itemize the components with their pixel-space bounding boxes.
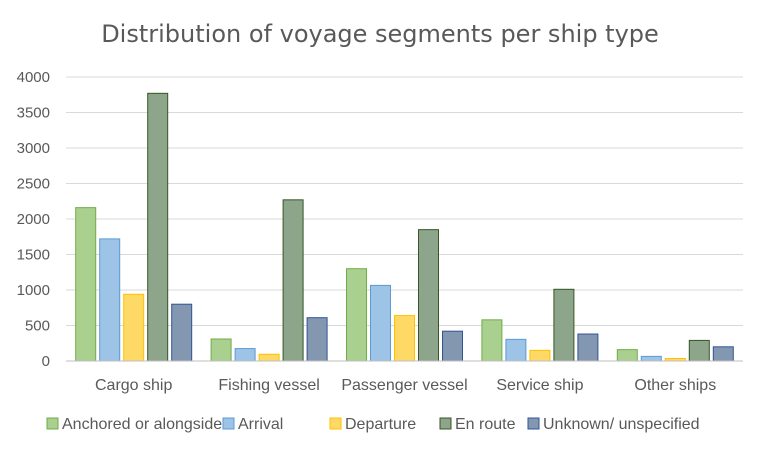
y-tick-label: 2500 bbox=[17, 176, 50, 193]
legend-label: En route bbox=[455, 416, 516, 433]
bar bbox=[577, 333, 599, 362]
bar bbox=[171, 303, 193, 362]
y-tick-label: 1000 bbox=[17, 282, 50, 299]
bar bbox=[688, 339, 710, 362]
bar bbox=[505, 338, 527, 362]
bar bbox=[394, 315, 415, 362]
legend-swatch bbox=[46, 417, 59, 430]
legend-label: Arrival bbox=[238, 416, 283, 433]
bar bbox=[553, 288, 575, 362]
bar bbox=[306, 317, 328, 362]
bar bbox=[712, 346, 734, 362]
bar bbox=[370, 284, 391, 362]
bar bbox=[234, 348, 256, 362]
y-tick-label: 0 bbox=[42, 353, 50, 370]
bar bbox=[640, 355, 662, 362]
x-category-label: Other ships bbox=[634, 377, 716, 394]
y-tick-label: 1500 bbox=[17, 247, 50, 264]
bar bbox=[75, 207, 97, 362]
x-category-label: Passenger vessel bbox=[341, 377, 467, 394]
legend-label: Departure bbox=[345, 416, 416, 433]
y-tick-label: 500 bbox=[25, 318, 50, 335]
legend: Anchored or alongside Arrival Departure En … bbox=[46, 416, 700, 433]
x-category-label: Cargo ship bbox=[95, 377, 172, 394]
x-axis: Cargo ship Fishing vessel Passenger vessel… bbox=[66, 360, 743, 394]
bar bbox=[616, 349, 638, 362]
bar bbox=[529, 349, 551, 362]
bar bbox=[418, 229, 439, 362]
bar bbox=[481, 319, 503, 362]
bar bbox=[282, 199, 304, 362]
bar bbox=[123, 293, 145, 362]
legend-swatch bbox=[222, 417, 235, 430]
bar bbox=[210, 338, 232, 362]
bar bbox=[258, 353, 280, 362]
legend-swatch bbox=[527, 417, 540, 430]
legend-swatch bbox=[329, 417, 342, 430]
y-tick-label: 2000 bbox=[17, 211, 50, 228]
bar bbox=[99, 238, 121, 362]
bar bbox=[442, 330, 463, 362]
legend-label: Unknown/ unspecified bbox=[543, 416, 700, 433]
legend-label: Anchored or alongside bbox=[62, 416, 222, 433]
gridlines bbox=[66, 76, 743, 326]
legend-swatch bbox=[439, 417, 452, 430]
y-tick-label: 3000 bbox=[17, 140, 50, 157]
y-axis-tick-labels: 0 500 1000 1500 2000 2500 3000 3500 4000 bbox=[17, 69, 50, 370]
x-category-label: Fishing vessel bbox=[218, 377, 319, 394]
x-category-label: Service ship bbox=[496, 377, 583, 394]
bar bbox=[346, 268, 367, 362]
y-tick-label: 3500 bbox=[17, 105, 50, 122]
bars bbox=[75, 92, 734, 362]
y-tick-label: 4000 bbox=[17, 69, 50, 86]
chart-title: Distribution of voyage segments per ship… bbox=[101, 20, 659, 48]
bar bbox=[147, 92, 169, 362]
